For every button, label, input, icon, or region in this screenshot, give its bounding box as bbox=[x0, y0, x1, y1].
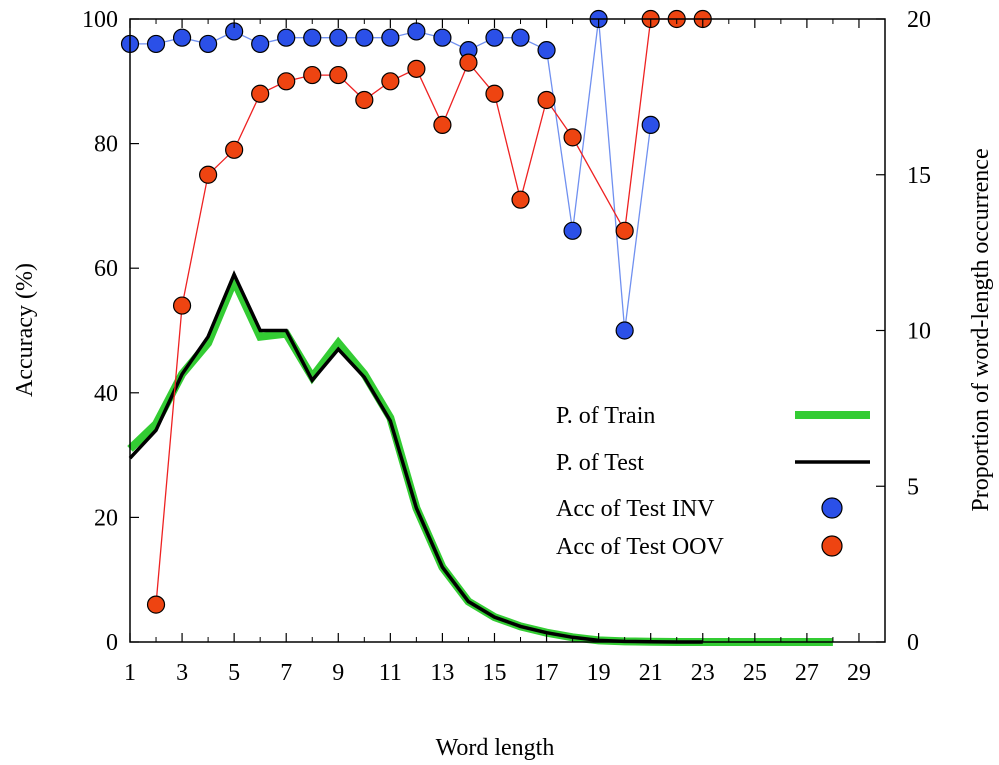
data-point bbox=[382, 29, 399, 46]
data-point bbox=[148, 35, 165, 52]
data-point bbox=[304, 67, 321, 84]
data-point bbox=[148, 596, 165, 613]
x-tick-label: 19 bbox=[587, 660, 611, 686]
data-point bbox=[486, 85, 503, 102]
data-point bbox=[642, 116, 659, 133]
x-tick-label: 23 bbox=[691, 660, 715, 686]
x-tick-label: 21 bbox=[639, 660, 663, 686]
legend-swatch bbox=[822, 498, 842, 518]
data-point bbox=[434, 29, 451, 46]
y-tick-label: 100 bbox=[82, 7, 118, 33]
x-tick-label: 13 bbox=[430, 660, 454, 686]
plot-frame bbox=[130, 19, 885, 642]
x-tick-label: 25 bbox=[743, 660, 767, 686]
data-point bbox=[564, 222, 581, 239]
x-tick-label: 15 bbox=[482, 660, 506, 686]
data-point bbox=[356, 91, 373, 108]
legend: P. of Train P. of Test Acc of Test INV Acc … bbox=[556, 403, 870, 560]
y-tick-label: 40 bbox=[94, 381, 118, 407]
legend-label-p-of-test: P. of Test bbox=[556, 450, 644, 476]
data-point bbox=[512, 29, 529, 46]
y2-tick-label: 0 bbox=[907, 630, 919, 656]
data-point bbox=[538, 42, 555, 59]
x-tick-label: 11 bbox=[379, 660, 402, 686]
data-point bbox=[408, 23, 425, 40]
legend-label-p-of-train: P. of Train bbox=[556, 403, 655, 429]
legend-label-acc-of-test-inv: Acc of Test INV bbox=[556, 496, 715, 522]
data-point bbox=[408, 60, 425, 77]
y2-tick-label: 15 bbox=[907, 163, 931, 189]
x-tick-label: 9 bbox=[332, 660, 344, 686]
data-point bbox=[200, 35, 217, 52]
data-point bbox=[200, 166, 217, 183]
data-point bbox=[278, 73, 295, 90]
y2-tick-label: 10 bbox=[907, 319, 931, 345]
plot-series bbox=[122, 11, 833, 643]
data-point bbox=[226, 141, 243, 158]
data-point bbox=[174, 29, 191, 46]
x-tick-label: 7 bbox=[280, 660, 292, 686]
data-point bbox=[616, 222, 633, 239]
y2-tick-label: 20 bbox=[907, 7, 931, 33]
data-point bbox=[616, 322, 633, 339]
y2-axis-label: Proportion of word-length occurrence bbox=[968, 148, 994, 511]
data-point bbox=[304, 29, 321, 46]
data-point bbox=[460, 54, 477, 71]
data-point bbox=[382, 73, 399, 90]
data-point bbox=[174, 297, 191, 314]
y-tick-label: 20 bbox=[94, 505, 118, 531]
y-tick-label: 0 bbox=[106, 630, 118, 656]
x-tick-label: 3 bbox=[176, 660, 188, 686]
legend-swatch bbox=[822, 536, 842, 556]
data-point bbox=[252, 35, 269, 52]
data-point bbox=[252, 85, 269, 102]
y-tick-label: 60 bbox=[94, 256, 118, 282]
data-point bbox=[512, 191, 529, 208]
data-point bbox=[486, 29, 503, 46]
data-point bbox=[330, 67, 347, 84]
x-tick-label: 5 bbox=[228, 660, 240, 686]
data-point bbox=[538, 91, 555, 108]
data-point bbox=[564, 129, 581, 146]
legend-label-acc-of-test-oov: Acc of Test OOV bbox=[556, 534, 725, 560]
x-tick-label: 27 bbox=[795, 660, 819, 686]
y-tick-label: 80 bbox=[94, 132, 118, 158]
series-line bbox=[130, 281, 833, 642]
data-point bbox=[278, 29, 295, 46]
x-axis-label: Word length bbox=[436, 735, 555, 761]
y2-tick-label: 5 bbox=[907, 474, 919, 500]
x-tick-label: 17 bbox=[535, 660, 559, 686]
y-axis-label: Accuracy (%) bbox=[12, 263, 38, 397]
data-point bbox=[434, 116, 451, 133]
series-p-of-train bbox=[130, 281, 833, 642]
data-point bbox=[330, 29, 347, 46]
x-tick-label: 29 bbox=[847, 660, 871, 686]
x-tick-label: 1 bbox=[124, 660, 136, 686]
data-point bbox=[356, 29, 373, 46]
